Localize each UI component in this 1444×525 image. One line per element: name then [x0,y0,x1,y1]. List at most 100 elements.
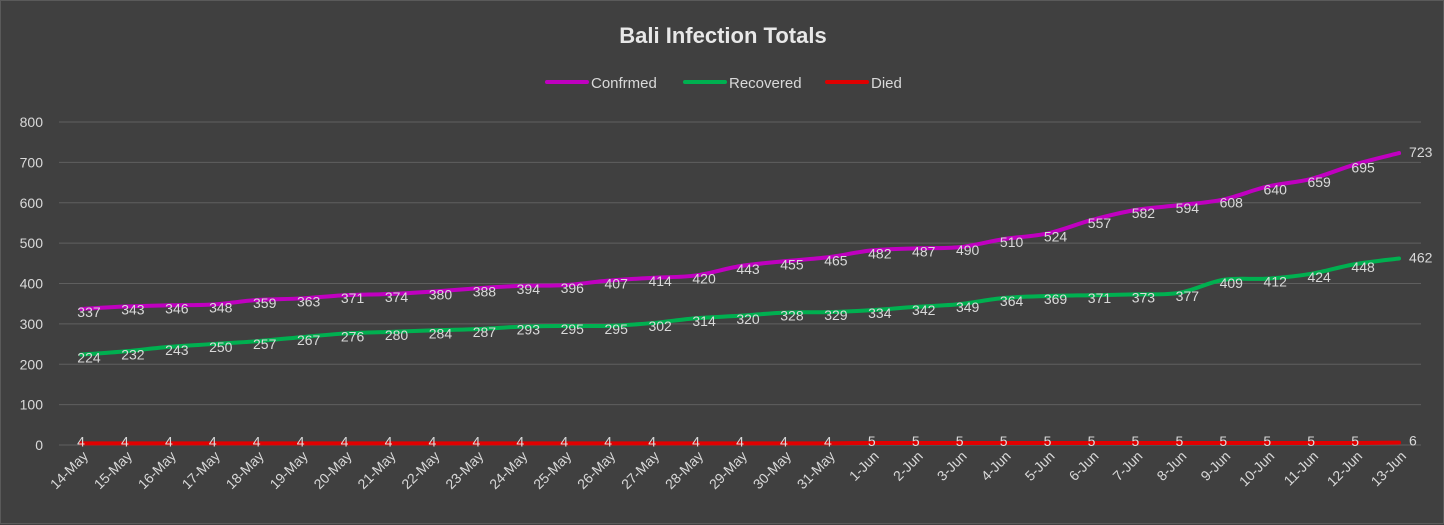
data-label-died: 5 [1219,433,1227,449]
data-label-recovered: 284 [429,325,453,341]
data-label-died: 5 [1088,433,1096,449]
x-tick-label: 15-May [91,448,135,492]
x-tick-label: 5-Jun [1022,448,1058,484]
data-label-recovered: 349 [956,299,980,315]
data-label-died: 4 [692,433,700,449]
data-label-recovered: 267 [297,332,321,348]
y-tick-label: 0 [35,437,43,453]
data-label-died: 4 [165,433,173,449]
data-label-recovered: 314 [692,313,716,329]
data-label-recovered: 250 [209,339,233,355]
data-label-confrmed: 337 [77,304,101,320]
chart-title: Bali Infection Totals [619,23,826,48]
y-tick-label: 300 [20,316,44,332]
data-label-confrmed: 487 [912,243,936,259]
y-tick-label: 100 [20,397,44,413]
data-label-confrmed: 510 [1000,234,1024,250]
data-label-died: 5 [1263,433,1271,449]
x-tick-label: 21-May [354,448,398,492]
y-tick-label: 400 [20,276,44,292]
data-label-confrmed: 695 [1351,159,1375,175]
data-label-recovered: 448 [1351,259,1375,275]
data-label-recovered: 328 [780,308,804,324]
data-label-died: 4 [560,433,568,449]
data-label-died: 4 [209,433,217,449]
x-tick-label: 7-Jun [1109,448,1145,484]
x-tick-label: 4-Jun [978,448,1014,484]
x-tick-label: 13-Jun [1368,448,1410,490]
series-line-died [78,440,1402,446]
data-label-died: 5 [1000,433,1008,449]
data-label-confrmed: 394 [517,281,541,297]
data-label-recovered: 232 [121,346,145,362]
data-label-confrmed: 608 [1220,195,1244,211]
x-tick-label: 29-May [706,448,750,492]
x-tick-label: 12-Jun [1324,448,1366,490]
x-tick-label: 10-Jun [1236,448,1278,490]
data-label-recovered: 424 [1307,269,1331,285]
data-label-died: 4 [604,433,612,449]
x-tick-label: 6-Jun [1066,448,1102,484]
x-tick-label: 3-Jun [934,448,970,484]
data-label-recovered: 295 [605,321,629,337]
x-tick-label: 22-May [398,448,442,492]
x-tick-label: 24-May [486,448,530,492]
legend-label-confrmed: Confrmed [591,75,657,92]
data-label-died: 4 [297,433,305,449]
data-label-died: 4 [121,433,129,449]
x-tick-label: 8-Jun [1153,448,1189,484]
x-tick-label: 31-May [794,448,838,492]
data-label-recovered: 329 [824,307,848,323]
y-tick-label: 700 [20,154,44,170]
data-label-died: 6 [1409,433,1417,449]
data-label-died: 4 [648,433,656,449]
data-label-recovered: 409 [1220,275,1244,291]
data-label-died: 4 [341,433,349,449]
x-tick-label: 17-May [179,448,223,492]
data-label-confrmed: 490 [956,242,980,258]
data-label-recovered: 293 [517,322,541,338]
data-label-recovered: 280 [385,327,409,343]
data-label-died: 4 [253,433,261,449]
data-label-confrmed: 388 [473,283,497,299]
data-label-confrmed: 348 [209,299,233,315]
data-label-died: 5 [868,433,876,449]
data-label-died: 4 [824,433,832,449]
data-label-recovered: 243 [165,342,189,358]
data-label-recovered: 334 [868,305,892,321]
data-label-died: 4 [429,433,437,449]
data-label-died: 4 [472,433,480,449]
data-label-recovered: 462 [1409,249,1433,265]
data-label-recovered: 257 [253,336,277,352]
x-tick-label: 18-May [223,448,267,492]
data-label-confrmed: 407 [605,276,629,292]
data-label-confrmed: 594 [1176,200,1200,216]
data-label-confrmed: 371 [341,290,365,306]
x-tick-label: 14-May [47,448,91,492]
x-tick-label: 19-May [266,448,310,492]
data-label-confrmed: 420 [692,270,716,286]
x-tick-label: 28-May [662,448,706,492]
data-label-died: 5 [1044,433,1052,449]
x-tick-label: 25-May [530,448,574,492]
data-label-recovered: 302 [648,318,672,334]
data-label-recovered: 320 [736,311,760,327]
data-label-confrmed: 482 [868,245,892,261]
x-tick-label: 2-Jun [890,448,926,484]
data-label-confrmed: 557 [1088,215,1112,231]
data-label-confrmed: 443 [736,261,760,277]
data-label-confrmed: 455 [780,256,804,272]
series-line-recovered [78,256,1402,357]
data-label-recovered: 287 [473,324,497,340]
data-label-confrmed: 640 [1264,182,1288,198]
data-labels: 337 343 346 348 359 363 371 374 380 388 394 396 407 4… [77,144,1433,449]
data-label-confrmed: 346 [165,300,189,316]
y-tick-label: 500 [20,235,44,251]
x-tick-label: 16-May [135,448,179,492]
data-label-recovered: 371 [1088,290,1112,306]
data-label-recovered: 364 [1000,293,1024,309]
data-label-recovered: 342 [912,302,936,318]
data-label-died: 4 [780,433,788,449]
data-label-died: 4 [77,433,85,449]
data-label-recovered: 224 [77,350,101,366]
